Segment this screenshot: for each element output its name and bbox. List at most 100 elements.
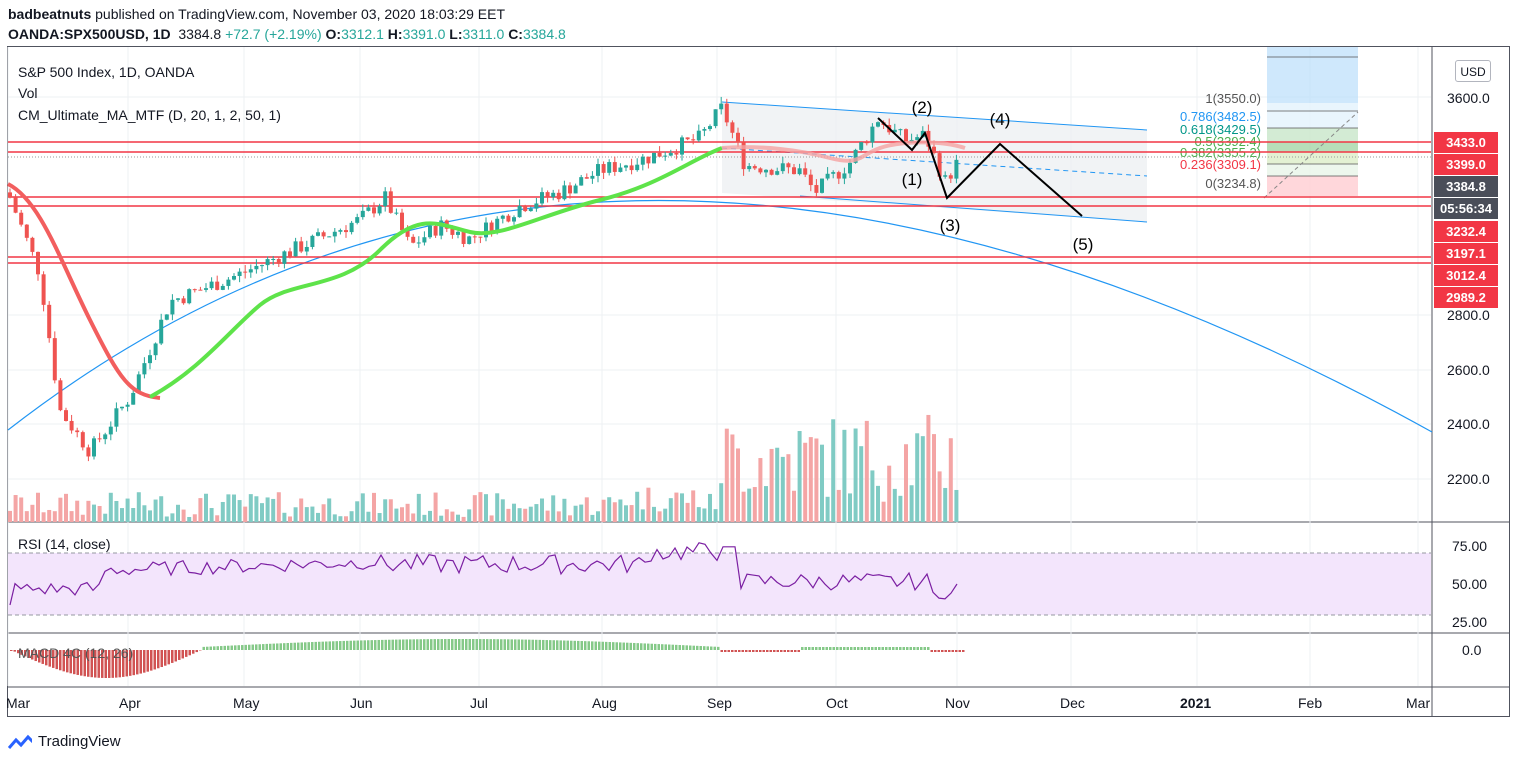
- candle-body: [797, 168, 802, 175]
- volume-bar: [310, 506, 315, 522]
- macd-bar: [633, 642, 636, 650]
- level-label[interactable]: 3232.4: [1434, 221, 1498, 242]
- level-label[interactable]: 2989.2: [1434, 287, 1498, 308]
- volume-bar: [131, 508, 136, 522]
- candle-body: [450, 228, 455, 235]
- last-price-label: 3384.8: [1434, 176, 1498, 197]
- level-label[interactable]: 3433.0: [1434, 132, 1498, 153]
- macd-bar: [83, 650, 86, 677]
- rsi-legend[interactable]: RSI (14, close): [18, 536, 111, 552]
- macd-bar: [356, 640, 359, 650]
- candle-body: [125, 404, 130, 407]
- macd-bar: [773, 650, 776, 652]
- candle-body: [260, 265, 264, 267]
- macd-bar: [461, 639, 464, 650]
- macd-bar: [923, 647, 926, 650]
- macd-bar: [62, 650, 65, 672]
- candle-body: [36, 251, 40, 275]
- macd-bar: [542, 639, 545, 650]
- macd-bar: [493, 639, 496, 650]
- volume-bar: [708, 493, 712, 522]
- macd-bar: [90, 650, 93, 678]
- volume-bar: [870, 470, 875, 522]
- candle-body: [153, 343, 158, 356]
- macd-bar: [552, 640, 555, 650]
- candle-body: [428, 225, 432, 238]
- macd-bar: [927, 647, 930, 650]
- candle-body: [472, 236, 477, 238]
- volume-bar: [887, 465, 892, 522]
- macd-bar: [374, 640, 377, 650]
- volume-bar: [741, 491, 746, 522]
- macd-bar: [430, 639, 433, 650]
- macd-bar: [391, 639, 394, 650]
- macd-bar: [87, 650, 90, 677]
- macd-bar: [507, 639, 510, 650]
- candle-body: [148, 355, 152, 364]
- macd-bar: [409, 639, 412, 650]
- volume-bar: [86, 500, 91, 522]
- macd-bar: [286, 643, 289, 650]
- volume-bar: [80, 514, 85, 522]
- macd-bar: [465, 639, 468, 650]
- volume-bar: [360, 493, 365, 522]
- macd-bar: [647, 643, 650, 650]
- volume-bar: [876, 485, 880, 522]
- main-series-legend[interactable]: S&P 500 Index, 1D, OANDA: [18, 64, 195, 80]
- low-value: 3311.0: [462, 26, 505, 42]
- wave-label: (5): [1073, 235, 1094, 254]
- macd-bar: [248, 644, 251, 650]
- candle-body: [304, 246, 309, 252]
- macd-bar: [227, 645, 230, 650]
- macd-bar: [349, 640, 352, 650]
- macd-bar: [811, 647, 814, 650]
- volume-bar: [383, 499, 388, 522]
- macd-bar: [398, 639, 401, 650]
- macd-legend[interactable]: MACD 4C (12, 26): [18, 645, 134, 661]
- candle-body: [64, 410, 68, 421]
- currency-button[interactable]: USD: [1455, 60, 1491, 82]
- level-label[interactable]: 3399.0: [1434, 154, 1498, 175]
- candle-body: [288, 251, 292, 257]
- macd-bar: [335, 641, 338, 650]
- tradingview-brand[interactable]: TradingView: [8, 733, 121, 750]
- volume-bar: [69, 511, 74, 522]
- candle-body: [316, 232, 320, 236]
- fib-zone: [1267, 176, 1358, 196]
- candle-body: [640, 156, 645, 165]
- level-label[interactable]: 3012.4: [1434, 265, 1498, 286]
- macd-bar: [934, 650, 937, 652]
- volume-bar: [478, 492, 483, 522]
- volume-legend[interactable]: Vol: [18, 85, 38, 101]
- macd-bar: [699, 646, 702, 650]
- volume-bar: [366, 511, 371, 522]
- macd-bar: [839, 647, 842, 650]
- macd-bar: [619, 642, 622, 650]
- macd-bar: [738, 650, 741, 652]
- volume-bar: [260, 503, 264, 522]
- volume-bar: [808, 437, 813, 522]
- macd-bar: [906, 647, 909, 650]
- last-price: 3384.8: [178, 26, 222, 42]
- macd-bar: [34, 650, 37, 662]
- volume-bar: [506, 508, 511, 522]
- volume-bar: [237, 500, 242, 522]
- close-value: 3384.8: [522, 26, 566, 42]
- time-tick-year: 2021: [1180, 695, 1212, 711]
- macd-bar: [955, 650, 958, 652]
- volume-bar: [248, 494, 253, 522]
- level-label[interactable]: 3197.1: [1434, 243, 1498, 264]
- time-tick: Feb: [1298, 695, 1323, 711]
- candle-body: [954, 159, 959, 179]
- macd-bar: [143, 650, 146, 673]
- fib-zone: [1267, 128, 1358, 142]
- ma-legend[interactable]: CM_Ultimate_MA_MTF (D, 20, 1, 2, 50, 1): [18, 107, 281, 123]
- volume-bar: [444, 509, 449, 522]
- candle-body: [237, 271, 242, 277]
- publish-info: badbeatnuts published on TradingView.com…: [8, 6, 505, 22]
- volume-bar: [136, 492, 141, 522]
- macd-bar: [206, 646, 209, 650]
- macd-bar: [293, 642, 296, 650]
- macd-bar: [815, 647, 818, 650]
